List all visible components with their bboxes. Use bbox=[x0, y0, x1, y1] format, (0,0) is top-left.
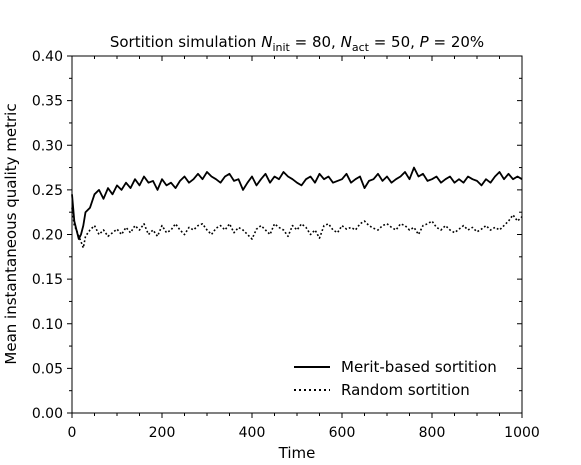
x-tick-label: 200 bbox=[149, 425, 176, 441]
title-n-init-subscript: init bbox=[272, 41, 290, 54]
x-tick-label: 600 bbox=[329, 425, 356, 441]
series-layer bbox=[71, 166, 523, 249]
y-axis-ticks: 0.00 0.05 0.10 0.15 0.20 0.25 0.30 0.35 0.40 bbox=[32, 49, 522, 422]
legend-label-merit: Merit-based sortition bbox=[341, 358, 497, 376]
chart-title: Sortition simulation Ninit = 80, Nact = … bbox=[110, 33, 484, 54]
y-tick-label: 0.15 bbox=[32, 272, 63, 288]
title-p-value: = 20% bbox=[429, 33, 484, 51]
y-tick-label: 0.40 bbox=[32, 49, 63, 65]
series-line-merit-based bbox=[71, 166, 523, 240]
x-tick-label: 0 bbox=[68, 425, 77, 441]
x-tick-label: 800 bbox=[419, 425, 446, 441]
x-tick-label: 1000 bbox=[504, 425, 540, 441]
y-tick-label: 0.00 bbox=[32, 406, 63, 422]
title-prefix: Sortition simulation bbox=[110, 33, 261, 51]
title-n-act-symbol: N bbox=[341, 33, 352, 51]
legend: Merit-based sortition Random sortition bbox=[294, 358, 497, 399]
y-axis-label: Mean instantaneous quality metric bbox=[2, 103, 20, 364]
x-axis-label: Time bbox=[278, 444, 316, 462]
x-tick-label: 400 bbox=[239, 425, 266, 441]
series-line-random bbox=[71, 207, 523, 249]
title-n-init-value: = 80, bbox=[290, 33, 341, 51]
title-p-symbol: P bbox=[420, 33, 430, 51]
y-tick-label: 0.10 bbox=[32, 317, 63, 333]
x-axis-ticks: 0 200 400 600 800 1000 bbox=[68, 56, 540, 441]
title-n-act-subscript: act bbox=[352, 41, 370, 54]
y-tick-label: 0.20 bbox=[32, 228, 63, 244]
y-tick-label: 0.35 bbox=[32, 94, 63, 110]
title-n-act-value: = 50, bbox=[369, 33, 420, 51]
y-tick-label: 0.05 bbox=[32, 361, 63, 377]
y-tick-label: 0.25 bbox=[32, 183, 63, 199]
y-tick-label: 0.30 bbox=[32, 138, 63, 154]
title-n-init-symbol: N bbox=[261, 33, 272, 51]
legend-label-random: Random sortition bbox=[341, 381, 470, 399]
